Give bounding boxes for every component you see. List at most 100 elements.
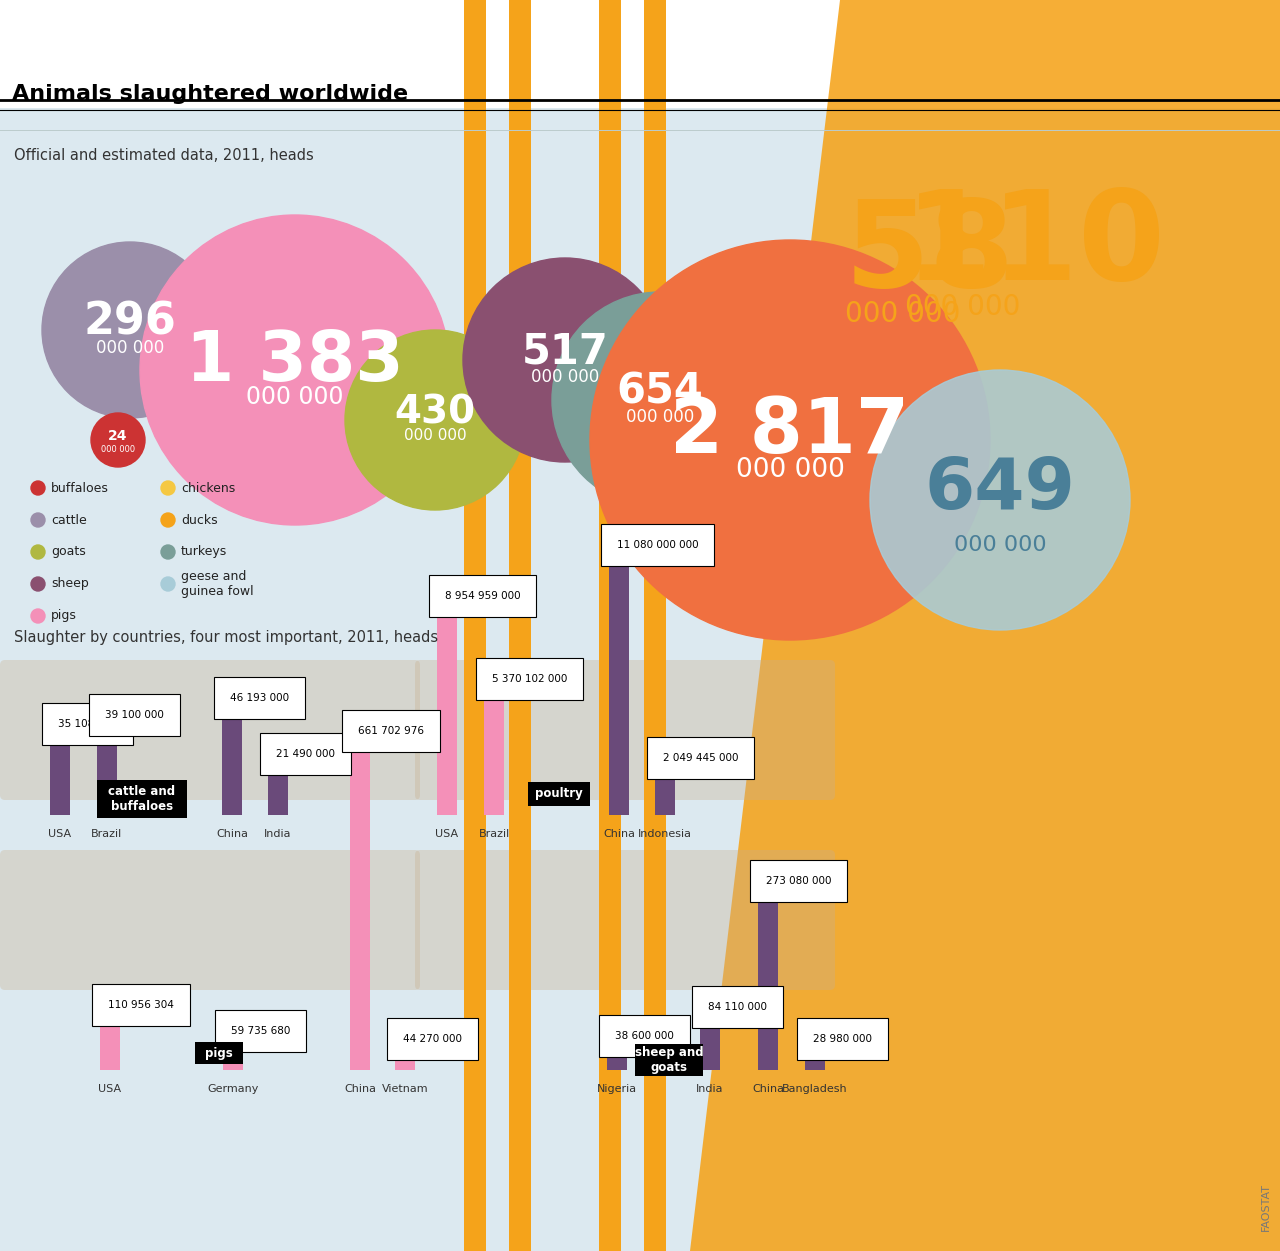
FancyBboxPatch shape: [223, 1040, 243, 1070]
FancyBboxPatch shape: [0, 661, 420, 799]
Text: 110 956 304: 110 956 304: [108, 1000, 174, 1010]
Circle shape: [42, 241, 218, 418]
Circle shape: [463, 258, 667, 462]
Text: 661 702 976: 661 702 976: [358, 726, 424, 736]
Text: 649: 649: [924, 455, 1075, 524]
Text: 8 954 959 000: 8 954 959 000: [445, 590, 521, 600]
Text: Slaughter by countries, four most important, 2011, heads: Slaughter by countries, four most import…: [14, 631, 438, 646]
Circle shape: [91, 413, 145, 467]
Circle shape: [31, 609, 45, 623]
Text: goats: goats: [51, 545, 86, 558]
Circle shape: [161, 480, 175, 495]
Circle shape: [161, 577, 175, 590]
FancyBboxPatch shape: [100, 1015, 120, 1070]
Text: Brazil: Brazil: [479, 829, 509, 839]
Text: USA: USA: [435, 829, 458, 839]
Text: 430: 430: [394, 393, 476, 432]
FancyBboxPatch shape: [607, 1045, 627, 1070]
Circle shape: [552, 291, 768, 508]
FancyBboxPatch shape: [758, 889, 778, 1070]
Text: 000 000: 000 000: [101, 445, 136, 454]
FancyBboxPatch shape: [0, 849, 420, 990]
Text: Vietnam: Vietnam: [381, 1085, 429, 1095]
FancyBboxPatch shape: [415, 661, 835, 799]
FancyBboxPatch shape: [484, 688, 504, 814]
Text: cattle and
buffaloes: cattle and buffaloes: [109, 784, 175, 813]
Text: sheep: sheep: [51, 578, 88, 590]
Circle shape: [161, 513, 175, 527]
Text: ducks: ducks: [180, 513, 218, 527]
Text: 000 000: 000 000: [246, 385, 344, 409]
Text: 000 000: 000 000: [845, 300, 960, 328]
Circle shape: [161, 545, 175, 559]
Text: 273 080 000: 273 080 000: [765, 876, 832, 886]
Text: poultry: poultry: [535, 787, 582, 801]
Text: USA: USA: [49, 829, 72, 839]
FancyBboxPatch shape: [221, 707, 242, 814]
Circle shape: [140, 215, 451, 525]
FancyBboxPatch shape: [50, 733, 70, 814]
Text: geese and
guinea fowl: geese and guinea fowl: [180, 570, 253, 598]
Text: 000 000: 000 000: [531, 368, 599, 385]
Text: chickens: chickens: [180, 482, 236, 494]
Circle shape: [31, 513, 45, 527]
FancyBboxPatch shape: [700, 1016, 719, 1070]
Text: pigs: pigs: [51, 609, 77, 623]
FancyBboxPatch shape: [529, 782, 590, 806]
FancyBboxPatch shape: [0, 108, 1280, 1251]
Circle shape: [31, 545, 45, 559]
Text: USA: USA: [99, 1085, 122, 1095]
Text: 28 980 000: 28 980 000: [813, 1035, 872, 1045]
FancyBboxPatch shape: [268, 763, 288, 814]
FancyBboxPatch shape: [644, 0, 666, 1251]
Text: 517: 517: [521, 332, 608, 373]
FancyBboxPatch shape: [509, 0, 531, 1251]
Text: 5 370 102 000: 5 370 102 000: [492, 674, 567, 684]
Text: Germany: Germany: [207, 1085, 259, 1095]
Text: 38 600 000: 38 600 000: [614, 1031, 673, 1041]
Text: 44 270 000: 44 270 000: [403, 1035, 462, 1045]
Text: 35 108 100: 35 108 100: [58, 719, 118, 729]
Text: 1 383: 1 383: [186, 329, 403, 395]
FancyBboxPatch shape: [415, 849, 835, 990]
Text: 000 000: 000 000: [96, 339, 164, 357]
FancyBboxPatch shape: [349, 741, 370, 1070]
Text: 000 000: 000 000: [736, 458, 845, 483]
Text: 110: 110: [905, 185, 1166, 306]
Text: 46 193 000: 46 193 000: [230, 693, 289, 703]
Polygon shape: [690, 0, 1280, 1251]
Text: pigs: pigs: [205, 1047, 233, 1060]
Text: 24: 24: [109, 429, 128, 443]
Text: 000 000: 000 000: [905, 293, 1020, 322]
Text: FAOSTAT: FAOSTAT: [1261, 1183, 1271, 1231]
Text: 000 000: 000 000: [626, 408, 694, 425]
FancyBboxPatch shape: [635, 1045, 703, 1076]
FancyBboxPatch shape: [436, 605, 457, 814]
Text: buffaloes: buffaloes: [51, 482, 109, 494]
Circle shape: [31, 577, 45, 590]
Circle shape: [590, 240, 989, 641]
Text: China: China: [216, 829, 248, 839]
FancyBboxPatch shape: [97, 724, 116, 814]
FancyBboxPatch shape: [599, 0, 621, 1251]
Text: Official and estimated data, 2011, heads: Official and estimated data, 2011, heads: [14, 148, 314, 163]
FancyBboxPatch shape: [655, 767, 675, 814]
Text: 296: 296: [83, 300, 177, 344]
FancyBboxPatch shape: [609, 554, 628, 814]
Text: 2 049 445 000: 2 049 445 000: [663, 753, 739, 763]
Text: turkeys: turkeys: [180, 545, 228, 558]
FancyBboxPatch shape: [396, 1048, 415, 1070]
Text: 000 000: 000 000: [954, 535, 1046, 555]
Text: 654: 654: [617, 372, 704, 413]
Text: 59 735 680: 59 735 680: [230, 1026, 291, 1036]
Text: cattle: cattle: [51, 513, 87, 527]
Text: Indonesia: Indonesia: [637, 829, 692, 839]
Text: Animals slaughtered worldwide: Animals slaughtered worldwide: [12, 84, 408, 104]
Text: 21 490 000: 21 490 000: [276, 749, 335, 759]
Text: India: India: [264, 829, 292, 839]
Text: China: China: [603, 829, 635, 839]
Text: India: India: [696, 1085, 723, 1095]
Circle shape: [870, 370, 1130, 631]
Text: 84 110 000: 84 110 000: [708, 1002, 767, 1012]
Text: China: China: [753, 1085, 783, 1095]
